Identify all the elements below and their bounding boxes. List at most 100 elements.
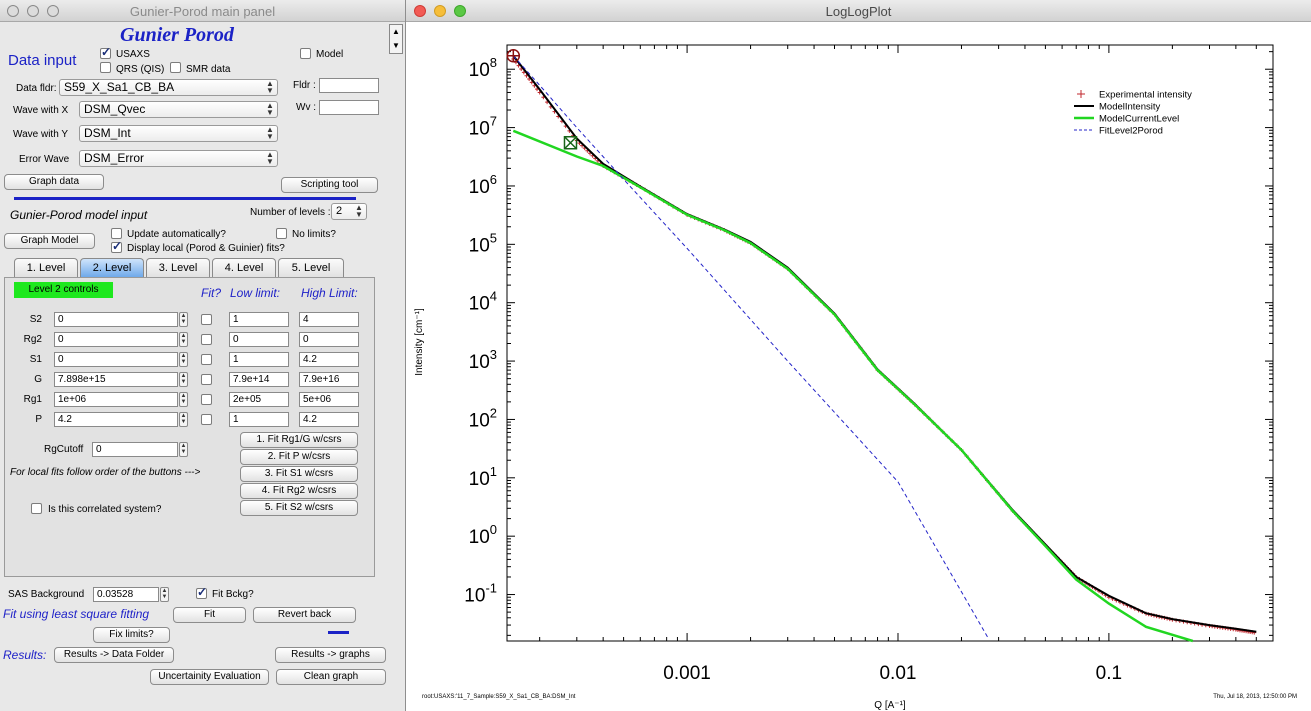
results-label: Results: <box>3 648 47 662</box>
graph-model-button[interactable]: Graph Model <box>4 233 95 249</box>
param-s2-stepper[interactable]: ▲ ▼ <box>179 312 188 327</box>
param-g-high-limit-input[interactable]: 7.9e+16 <box>299 372 359 387</box>
param-g-fit-checkbox[interactable] <box>201 374 212 385</box>
wv-label: Wv : <box>296 102 316 113</box>
zoom-window-button[interactable] <box>47 5 59 17</box>
qrs-checkbox[interactable] <box>100 62 111 73</box>
tab-level-4[interactable]: 4. Level <box>212 258 276 277</box>
y-tick-label: 105 <box>469 230 497 256</box>
param-p-stepper[interactable]: ▲ ▼ <box>179 412 188 427</box>
param-rg2-fit-checkbox[interactable] <box>201 334 212 345</box>
param-s2-high-limit-input[interactable]: 4 <box>299 312 359 327</box>
fix-limits-button[interactable]: Fix limits? <box>93 627 170 643</box>
rgcutoff-input[interactable]: 0 <box>92 442 178 457</box>
sas-background-stepper[interactable]: ▲ ▼ <box>160 587 169 602</box>
param-s2-value-input[interactable]: 0 <box>54 312 178 327</box>
usaxs-label: USAXS <box>116 49 150 60</box>
display-local-checkbox[interactable] <box>111 239 122 253</box>
minimize-window-button[interactable] <box>27 5 39 17</box>
close-window-button[interactable] <box>7 5 19 17</box>
results-graphs-button[interactable]: Results -> graphs <box>275 647 386 663</box>
correlated-checkbox[interactable] <box>31 503 42 514</box>
scripting-tool-button[interactable]: Scripting tool <box>281 177 378 193</box>
tab-level-5[interactable]: 5. Level <box>278 258 344 277</box>
update-auto-checkbox[interactable] <box>111 228 122 239</box>
select-arrows-icon: ▲ ▼ <box>266 79 274 95</box>
num-levels-select[interactable]: 2 ▲ ▼ <box>331 203 367 220</box>
param-rg1-fit-checkbox[interactable] <box>201 394 212 405</box>
minimize-window-button[interactable] <box>434 5 446 17</box>
param-s1-low-limit-input[interactable]: 1 <box>229 352 289 367</box>
fit-rg1-g-button[interactable]: 1. Fit Rg1/G w/csrs <box>240 432 358 448</box>
param-rg2-stepper[interactable]: ▲ ▼ <box>179 332 188 347</box>
revert-back-button[interactable]: Revert back <box>253 607 356 623</box>
param-p-fit-checkbox[interactable] <box>201 414 212 425</box>
param-rg2-high-limit-input[interactable]: 0 <box>299 332 359 347</box>
close-window-button[interactable] <box>414 5 426 17</box>
wave-x-select[interactable]: DSM_Qvec ▲ ▼ <box>79 101 278 118</box>
fit-button[interactable]: Fit <box>173 607 246 623</box>
fit-s2-button[interactable]: 5. Fit S2 w/csrs <box>240 500 358 516</box>
param-rg1-stepper[interactable]: ▲ ▼ <box>179 392 188 407</box>
param-rg1-high-limit-input[interactable]: 5e+06 <box>299 392 359 407</box>
results-data-folder-button[interactable]: Results -> Data Folder <box>54 647 174 663</box>
fit-rg2-button[interactable]: 4. Fit Rg2 w/csrs <box>240 483 358 499</box>
param-s1-fit-checkbox[interactable] <box>201 354 212 365</box>
param-s1-high-limit-input[interactable]: 4.2 <box>299 352 359 367</box>
param-g-stepper[interactable]: ▲ ▼ <box>179 372 188 387</box>
panel-titlebar: Gunier-Porod main panel <box>0 0 405 22</box>
y-tick-label: 10-1 <box>464 581 497 607</box>
param-p-value-input[interactable]: 4.2 <box>54 412 178 427</box>
panel-scroll-arrows[interactable]: ▲ ▼ <box>389 24 403 54</box>
param-s1-value-input[interactable]: 0 <box>54 352 178 367</box>
fit-bckg-checkbox[interactable] <box>196 585 207 599</box>
no-limits-label: No limits? <box>292 229 336 240</box>
rgcutoff-stepper[interactable]: ▲ ▼ <box>179 442 188 457</box>
zoom-window-button[interactable] <box>454 5 466 17</box>
param-rg2-value-input[interactable]: 0 <box>54 332 178 347</box>
data-folder-select[interactable]: S59_X_Sa1_CB_BA ▲ ▼ <box>59 79 278 96</box>
modelintensity-line <box>512 55 1257 633</box>
num-levels-value: 2 <box>336 205 343 217</box>
clean-graph-button[interactable]: Clean graph <box>276 669 386 685</box>
uncertainty-button[interactable]: Uncertainity Evaluation <box>150 669 269 685</box>
model-checkbox[interactable] <box>300 48 311 59</box>
fit-s1-button[interactable]: 3. Fit S1 w/csrs <box>240 466 358 482</box>
fldr-input[interactable] <box>319 78 379 93</box>
tab-level-2[interactable]: 2. Level <box>80 258 144 277</box>
param-rg1-value-input[interactable]: 1e+06 <box>54 392 178 407</box>
smr-checkbox[interactable] <box>170 62 181 73</box>
param-p-low-limit-input[interactable]: 1 <box>229 412 289 427</box>
param-s2-fit-checkbox[interactable] <box>201 314 212 325</box>
wv-input[interactable] <box>319 100 379 115</box>
plot-footer-path: root:USAXS:'11_7_Sample:S59_X_Sa1_CB_BA:… <box>422 694 576 700</box>
legend-label: ModelCurrentLevel <box>1099 114 1179 125</box>
error-wave-select[interactable]: DSM_Error ▲ ▼ <box>79 150 278 167</box>
sas-background-input[interactable]: 0.03528 <box>93 587 159 602</box>
fit-header: Fit? <box>201 286 222 300</box>
modelcurrentlevel-line <box>512 129 1194 643</box>
param-s1-stepper[interactable]: ▲ ▼ <box>179 352 188 367</box>
param-s2-low-limit-input[interactable]: 1 <box>229 312 289 327</box>
param-g-low-limit-input[interactable]: 7.9e+14 <box>229 372 289 387</box>
usaxs-checkbox[interactable] <box>100 45 111 59</box>
no-limits-checkbox[interactable] <box>276 228 287 239</box>
loglog-chart[interactable]: 108 107 106 105 104 103 102 101 100 10-1 0.001 0.01… <box>406 22 1311 711</box>
y-tick-label: 100 <box>469 522 497 548</box>
display-local-label: Display local (Porod & Guinier) fits? <box>127 243 285 254</box>
param-p-high-limit-input[interactable]: 4.2 <box>299 412 359 427</box>
fit-p-button[interactable]: 2. Fit P w/csrs <box>240 449 358 465</box>
fldr-label: Fldr : <box>293 80 316 91</box>
wave-y-select[interactable]: DSM_Int ▲ ▼ <box>79 125 278 142</box>
param-rg2-low-limit-input[interactable]: 0 <box>229 332 289 347</box>
y-tick-label: 108 <box>469 55 497 81</box>
param-g-value-input[interactable]: 7.898e+15 <box>54 372 178 387</box>
graph-data-button[interactable]: Graph data <box>4 174 104 190</box>
cursor-b-icon[interactable] <box>563 135 578 150</box>
param-rg1-low-limit-input[interactable]: 2e+05 <box>229 392 289 407</box>
legend-label: ModelIntensity <box>1099 102 1161 113</box>
tab-level-3[interactable]: 3. Level <box>146 258 210 277</box>
tab-level-1[interactable]: 1. Level <box>14 258 78 277</box>
panel-title: Gunier-Porod main panel <box>129 4 276 19</box>
panel-heading: Gunier Porod <box>120 24 234 46</box>
